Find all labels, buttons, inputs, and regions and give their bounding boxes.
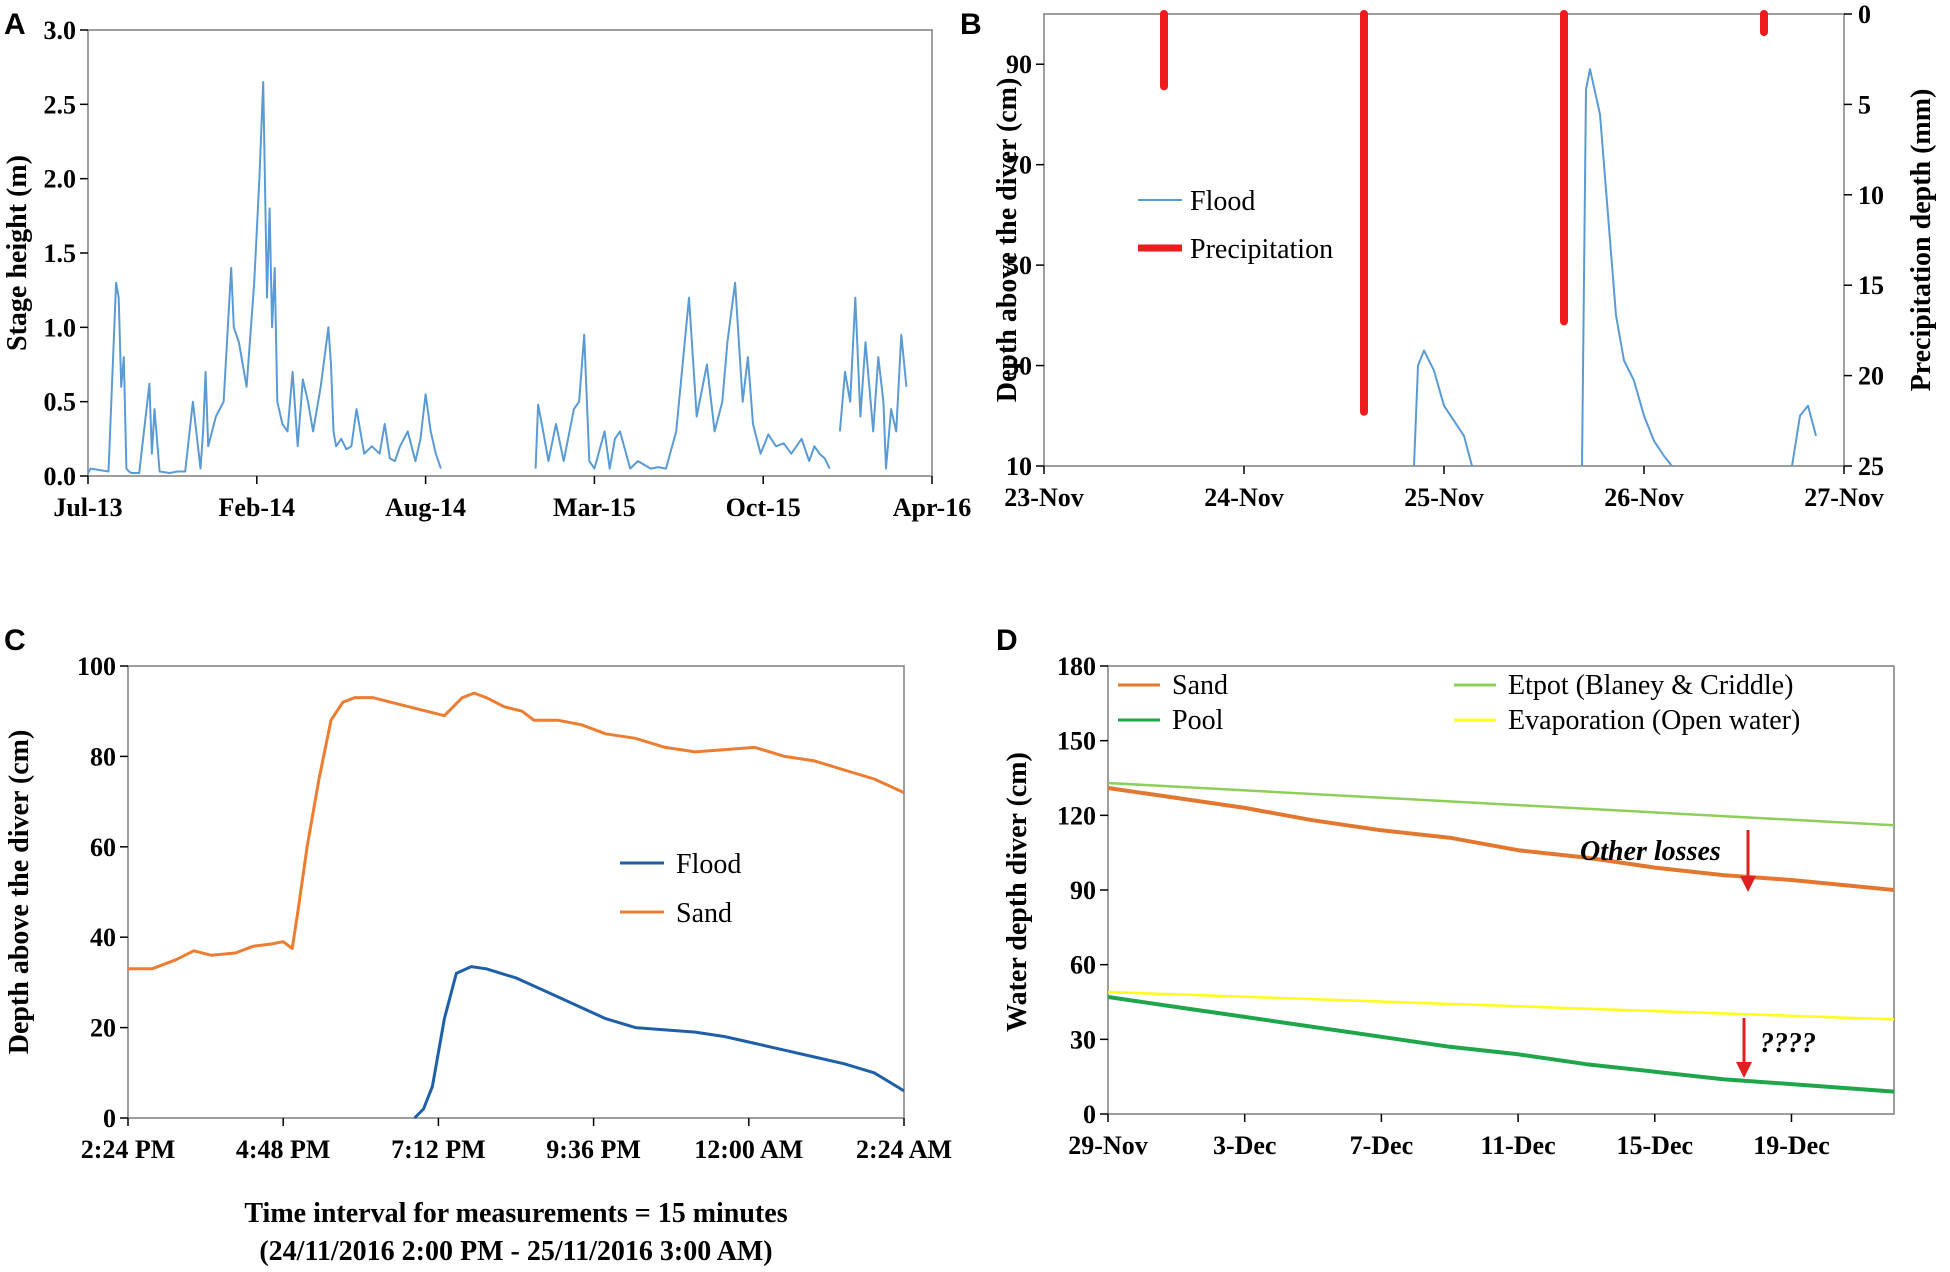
panel-d-legend-sand: Sand <box>1172 670 1228 701</box>
a-y-tick-label: 0.5 <box>44 388 77 417</box>
panel-a-label: A <box>4 8 26 41</box>
d-series-sand <box>1107 786 1895 892</box>
a-x-tick-label: Apr-16 <box>893 493 971 522</box>
b-y2-tick-label: 20 <box>1858 362 1884 391</box>
a-x-tick-label: Aug-14 <box>385 493 466 522</box>
panel-b-chart: B Depth above the diver (cm) Precipitati… <box>960 0 1937 512</box>
d-x-tick-label: 15-Dec <box>1617 1131 1694 1160</box>
c-x-tick-label: 12:00 AM <box>694 1135 803 1164</box>
panel-c-y-axis-label: Depth above the diver (cm) <box>4 730 35 1055</box>
a-x-tick-label: Oct-15 <box>726 493 801 522</box>
b-y2-tick-label: 25 <box>1858 452 1884 481</box>
other-losses-annotation: Other losses <box>1580 836 1721 867</box>
c-y-tick-label: 60 <box>90 833 116 862</box>
b-x-tick-label: 25-Nov <box>1404 483 1483 512</box>
b-x-tick-label: 26-Nov <box>1604 483 1683 512</box>
d-series-pool <box>1107 995 1895 1094</box>
a-series-stage-height <box>87 81 908 474</box>
a-y-tick-label: 2.0 <box>44 165 77 194</box>
panel-d-annotations: Other losses ???? <box>1580 830 1816 1078</box>
panel-d-label: D <box>996 624 1018 657</box>
panel-c-chart: C Depth above the diver (cm) 0 20 40 60 80 10… <box>4 624 952 1267</box>
b-y2-tick-label: 0 <box>1858 0 1871 29</box>
panel-b-legend-flood: Flood <box>1190 186 1255 217</box>
c-y-tick-label: 40 <box>90 923 116 952</box>
b-y-tick-label: 70 <box>1006 151 1032 180</box>
panel-a-y-axis-label: Stage height (m) <box>2 155 33 351</box>
a-x-tick-label: Jul-13 <box>53 493 122 522</box>
b-y-tick-label: 10 <box>1006 452 1032 481</box>
d-series-etpot-blaney-criddle <box>1107 781 1895 827</box>
b-y2-tick-label: 10 <box>1858 181 1884 210</box>
panel-d-legend: Sand Etpot (Blaney & Criddle) Pool Evapo… <box>1118 670 1800 736</box>
panel-a-chart: A Stage height (m) 0.0 0.5 1.0 1.5 2.0 2.5 3.0… <box>2 8 971 522</box>
panel-c-plot-frame <box>127 665 905 1119</box>
unknown-losses-annotation: ???? <box>1760 1028 1816 1059</box>
c-y-tick-label: 20 <box>90 1014 116 1043</box>
other-losses-arrow-head <box>1740 876 1756 892</box>
panel-c-label: C <box>4 624 26 657</box>
b-y2-tick-label: 5 <box>1858 90 1871 119</box>
b-x-tick-label: 23-Nov <box>1004 483 1083 512</box>
d-y-tick-label: 150 <box>1057 727 1096 756</box>
d-x-tick-label: 19-Dec <box>1753 1131 1830 1160</box>
c-series-sand <box>128 691 905 971</box>
c-x-tick-label: 4:48 PM <box>236 1135 331 1164</box>
panel-c-legend: Flood Sand <box>620 849 741 929</box>
panel-d-chart: D Water depth diver (cm) 0 30 60 90 120 150 18… <box>996 624 1895 1160</box>
b-x-tick-label: 24-Nov <box>1204 483 1283 512</box>
panel-b-legend-precipitation: Precipitation <box>1190 234 1333 265</box>
c-series-flood <box>413 965 905 1120</box>
panel-d-y-axis-label: Water depth diver (cm) <box>1002 752 1033 1032</box>
a-y-tick-label: 1.5 <box>44 239 77 268</box>
d-y-tick-label: 90 <box>1070 876 1096 905</box>
c-x-tick-label: 2:24 AM <box>856 1135 952 1164</box>
b-series-flood <box>1413 68 1817 467</box>
b-y2-tick-label: 15 <box>1858 271 1884 300</box>
d-y-tick-label: 120 <box>1057 801 1096 830</box>
c-y-tick-label: 0 <box>103 1104 116 1133</box>
c-x-tick-label: 7:12 PM <box>391 1135 486 1164</box>
d-y-tick-label: 0 <box>1083 1100 1096 1129</box>
a-y-tick-label: 0.0 <box>44 462 77 491</box>
d-y-tick-label: 60 <box>1070 951 1096 980</box>
a-x-tick-label: Mar-15 <box>553 493 636 522</box>
b-y-tick-label: 50 <box>1006 251 1032 280</box>
c-x-tick-label: 2:24 PM <box>81 1135 176 1164</box>
a-y-tick-label: 3.0 <box>44 16 77 45</box>
b-y-tick-label: 90 <box>1006 50 1032 79</box>
d-x-tick-label: 11-Dec <box>1481 1131 1556 1160</box>
c-x-tick-label: 9:36 PM <box>546 1135 641 1164</box>
panel-c-x-axis-label: Time interval for measurements = 15 minu… <box>244 1198 787 1229</box>
panel-b-label: B <box>960 8 982 41</box>
c-y-tick-label: 100 <box>77 652 116 681</box>
a-x-tick-label: Feb-14 <box>219 493 296 522</box>
panel-b-y2-axis-label: Precipitation depth (mm) <box>1906 89 1937 392</box>
panel-b-legend: Flood Precipitation <box>1138 186 1333 265</box>
panel-b-y-axis-label: Depth above the diver (cm) <box>992 78 1023 403</box>
b-y-tick-label: 30 <box>1006 352 1032 381</box>
d-x-tick-label: 3-Dec <box>1213 1131 1277 1160</box>
d-x-tick-label: 29-Nov <box>1068 1131 1147 1160</box>
d-x-tick-label: 7-Dec <box>1350 1131 1414 1160</box>
panel-c-legend-sand: Sand <box>676 898 732 929</box>
c-y-tick-label: 80 <box>90 742 116 771</box>
panel-c-x-axis-label-dates: (24/11/2016 2:00 PM - 25/11/2016 3:00 AM… <box>259 1236 772 1267</box>
a-y-tick-label: 2.5 <box>44 90 77 119</box>
d-y-tick-label: 30 <box>1070 1025 1096 1054</box>
panel-c-legend-flood: Flood <box>676 849 741 880</box>
panel-d-legend-pool: Pool <box>1172 705 1224 736</box>
panel-d-legend-evaporation: Evaporation (Open water) <box>1508 705 1800 736</box>
panel-d-legend-etpot: Etpot (Blaney & Criddle) <box>1508 670 1793 701</box>
a-y-tick-label: 1.0 <box>44 313 77 342</box>
unknown-losses-arrow-head <box>1736 1062 1752 1078</box>
d-series-evaporation-open-water <box>1107 990 1895 1021</box>
b-x-tick-label: 27-Nov <box>1804 483 1883 512</box>
d-y-tick-label: 180 <box>1057 652 1096 681</box>
